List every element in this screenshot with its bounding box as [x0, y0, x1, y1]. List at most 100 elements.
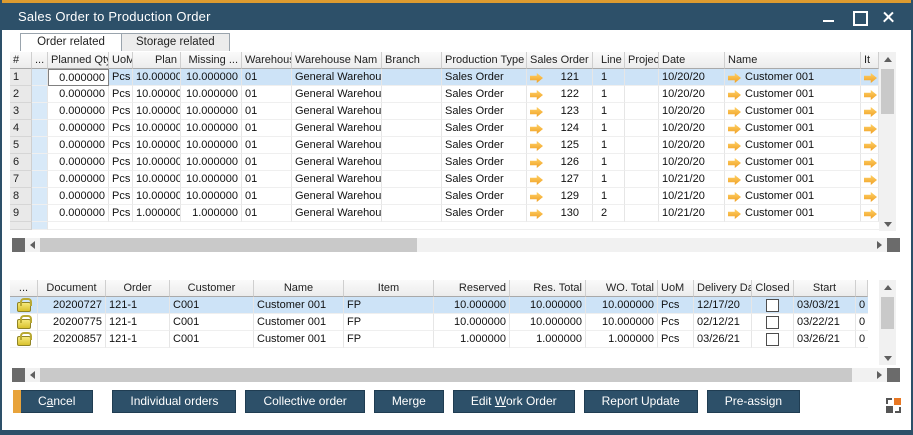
row-number[interactable]: 8 — [10, 188, 32, 205]
resize-grip-icon[interactable] — [886, 398, 901, 413]
link-arrow-icon[interactable] — [728, 157, 741, 169]
scroll-left-icon[interactable] — [25, 238, 40, 252]
row-selector-cell[interactable] — [32, 86, 48, 103]
col-header-customer[interactable]: Customer — [170, 280, 254, 297]
lock-cell[interactable] — [10, 297, 38, 314]
row-number[interactable]: 3 — [10, 103, 32, 120]
row-number[interactable]: 5 — [10, 137, 32, 154]
link-arrow-icon[interactable] — [530, 72, 543, 84]
minimize-icon[interactable] — [821, 9, 837, 25]
col-header-closed[interactable]: Closed — [752, 280, 794, 297]
table1-horizontal-scrollbar[interactable] — [12, 238, 900, 252]
col-header-reserved[interactable]: Reserved — [434, 280, 510, 297]
scroll-down-icon[interactable] — [879, 217, 896, 231]
row-selector-cell[interactable] — [32, 103, 48, 120]
row-number[interactable]: 2 — [10, 86, 32, 103]
row-selector-cell[interactable] — [32, 120, 48, 137]
table-row[interactable]: 20200857 121-1 C001 Customer 001 FP 1.00… — [10, 331, 879, 348]
scroll-left-icon[interactable] — [25, 368, 40, 382]
scroll-right-icon[interactable] — [872, 238, 887, 252]
col-header-sales-order[interactable]: Sales Order — [527, 52, 593, 69]
link-arrow-icon[interactable] — [864, 123, 877, 135]
col-header-name[interactable]: Name — [725, 52, 861, 69]
link-arrow-icon[interactable] — [530, 123, 543, 135]
planned-qty-cell[interactable]: 0.000000 — [48, 154, 109, 171]
col-header-wo-total[interactable]: WO. Total — [586, 280, 658, 297]
planned-qty-cell[interactable]: 0.000000 — [48, 103, 109, 120]
table-row[interactable]: 7 0.000000 Pcs 10.000000 10.000000 01 Ge… — [10, 171, 879, 188]
col-header-item[interactable]: Item — [344, 280, 434, 297]
planned-qty-cell[interactable]: 0.000000 — [48, 69, 109, 86]
row-number[interactable]: 4 — [10, 120, 32, 137]
link-arrow-icon[interactable] — [530, 191, 543, 203]
maximize-icon[interactable] — [851, 9, 868, 26]
table-row[interactable]: 3 0.000000 Pcs 10.000000 10.000000 01 Ge… — [10, 103, 879, 120]
col-header-res-total[interactable]: Res. Total — [510, 280, 586, 297]
planned-qty-cell[interactable]: 0.000000 — [48, 120, 109, 137]
scroll-up-icon[interactable] — [879, 280, 896, 294]
table1-vertical-scrollbar[interactable] — [879, 52, 896, 231]
col-header-rownum[interactable]: # — [10, 52, 32, 69]
link-arrow-icon[interactable] — [530, 157, 543, 169]
col-header-planned-qty[interactable]: Planned Qty — [48, 52, 109, 69]
table-row[interactable]: 6 0.000000 Pcs 10.000000 10.000000 01 Ge… — [10, 154, 879, 171]
document-cell[interactable]: 20200857 — [38, 331, 106, 348]
row-selector-cell[interactable] — [32, 205, 48, 222]
link-arrow-icon[interactable] — [728, 72, 741, 84]
scroll-right-icon[interactable] — [872, 368, 887, 382]
tab-order-related[interactable]: Order related — [20, 33, 122, 51]
row-number[interactable]: 6 — [10, 154, 32, 171]
table-row[interactable]: 4 0.000000 Pcs 10.000000 10.000000 01 Ge… — [10, 120, 879, 137]
scrollbar-thumb[interactable] — [40, 368, 852, 382]
col-header-start[interactable]: Start — [794, 280, 856, 297]
col-header-delivery-date[interactable]: Delivery Date — [694, 280, 752, 297]
lock-cell[interactable] — [10, 314, 38, 331]
col-header-uom[interactable]: UoM — [109, 52, 133, 69]
row-selector-cell[interactable] — [32, 154, 48, 171]
planned-qty-cell[interactable]: 0.000000 — [48, 205, 109, 222]
scrollbar-thumb[interactable] — [881, 297, 894, 329]
table2-vertical-scrollbar[interactable] — [879, 280, 896, 365]
row-selector-cell[interactable] — [32, 188, 48, 205]
planned-qty-cell[interactable]: 0.000000 — [48, 137, 109, 154]
link-arrow-icon[interactable] — [530, 208, 543, 220]
link-arrow-icon[interactable] — [728, 123, 741, 135]
row-selector-cell[interactable] — [32, 137, 48, 154]
link-arrow-icon[interactable] — [864, 89, 877, 101]
document-cell[interactable]: 20200775 — [38, 314, 106, 331]
planned-qty-cell[interactable]: 0.000000 — [48, 171, 109, 188]
table-row[interactable]: 8 0.000000 Pcs 10.000000 10.000000 01 Ge… — [10, 188, 879, 205]
scrollbar-thumb[interactable] — [40, 238, 417, 252]
link-arrow-icon[interactable] — [530, 140, 543, 152]
scrollbar-track[interactable] — [852, 368, 872, 382]
edit-work-order-button[interactable]: Edit Work Order — [452, 390, 575, 413]
col-header-date[interactable]: Date — [659, 52, 725, 69]
col-header-warehouse-name[interactable]: Warehouse Nam ... — [292, 52, 382, 69]
col-header-missing[interactable]: Missing ... — [181, 52, 242, 69]
col-header-dots[interactable]: ... — [10, 280, 38, 297]
scroll-down-icon[interactable] — [879, 351, 896, 365]
close-icon[interactable] — [881, 9, 897, 25]
link-arrow-icon[interactable] — [530, 174, 543, 186]
table-row[interactable]: 9 0.000000 Pcs 1.000000 1.000000 01 Gene… — [10, 205, 879, 222]
planned-qty-cell[interactable]: 0.000000 — [48, 188, 109, 205]
document-cell[interactable]: 20200727 — [38, 297, 106, 314]
col-header-warehouse[interactable]: Warehous — [242, 52, 292, 69]
link-arrow-icon[interactable] — [864, 174, 877, 186]
lock-cell[interactable] — [10, 331, 38, 348]
link-arrow-icon[interactable] — [728, 106, 741, 118]
link-arrow-icon[interactable] — [530, 89, 543, 101]
col-header-dots[interactable]: ... — [32, 52, 48, 69]
link-arrow-icon[interactable] — [728, 208, 741, 220]
row-number[interactable]: 7 — [10, 171, 32, 188]
col-header-name[interactable]: Name — [254, 280, 344, 297]
closed-checkbox[interactable] — [766, 299, 779, 312]
link-arrow-icon[interactable] — [728, 140, 741, 152]
table-row[interactable]: 1 0.000000 Pcs 10.000000 10.000000 01 Ge… — [10, 69, 879, 86]
col-header-production-type[interactable]: Production Type — [442, 52, 527, 69]
link-arrow-icon[interactable] — [864, 157, 877, 169]
link-arrow-icon[interactable] — [864, 72, 877, 84]
report-update-button[interactable]: Report Update — [583, 390, 698, 413]
link-arrow-icon[interactable] — [864, 191, 877, 203]
row-number[interactable]: 9 — [10, 205, 32, 222]
